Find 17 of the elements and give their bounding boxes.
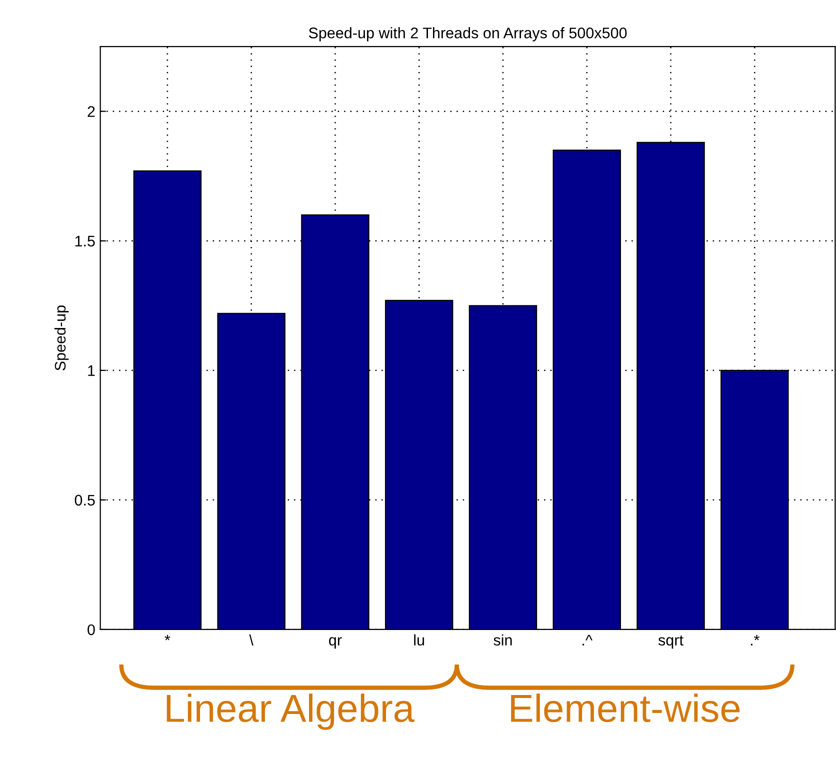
y-tick-label: 1 [88,365,95,376]
y-axis-title: Speed-up [54,306,69,370]
text: Linear Algebra [166,694,414,730]
y-tick-label: 2 [88,106,95,117]
x-tick-label: sqrt [658,636,684,649]
text: Element-wise [511,694,740,722]
x-tick-label: qr [329,637,342,649]
y-tick-label: 1.5 [75,236,95,247]
chart-title: Speed-up with 2 Threads on Arrays of 500x500 [308,27,627,42]
x-tick-label: .^ [582,634,592,646]
x-tick-label: * [164,634,170,640]
x-tick-label: lu [414,634,424,646]
x-tick-label: sin [494,634,512,646]
x-tick-label: .* [750,634,760,646]
y-tick-label: 0.5 [74,494,95,506]
x-tick-label: \ [249,634,254,646]
y-tick-label: 0 [88,624,95,636]
